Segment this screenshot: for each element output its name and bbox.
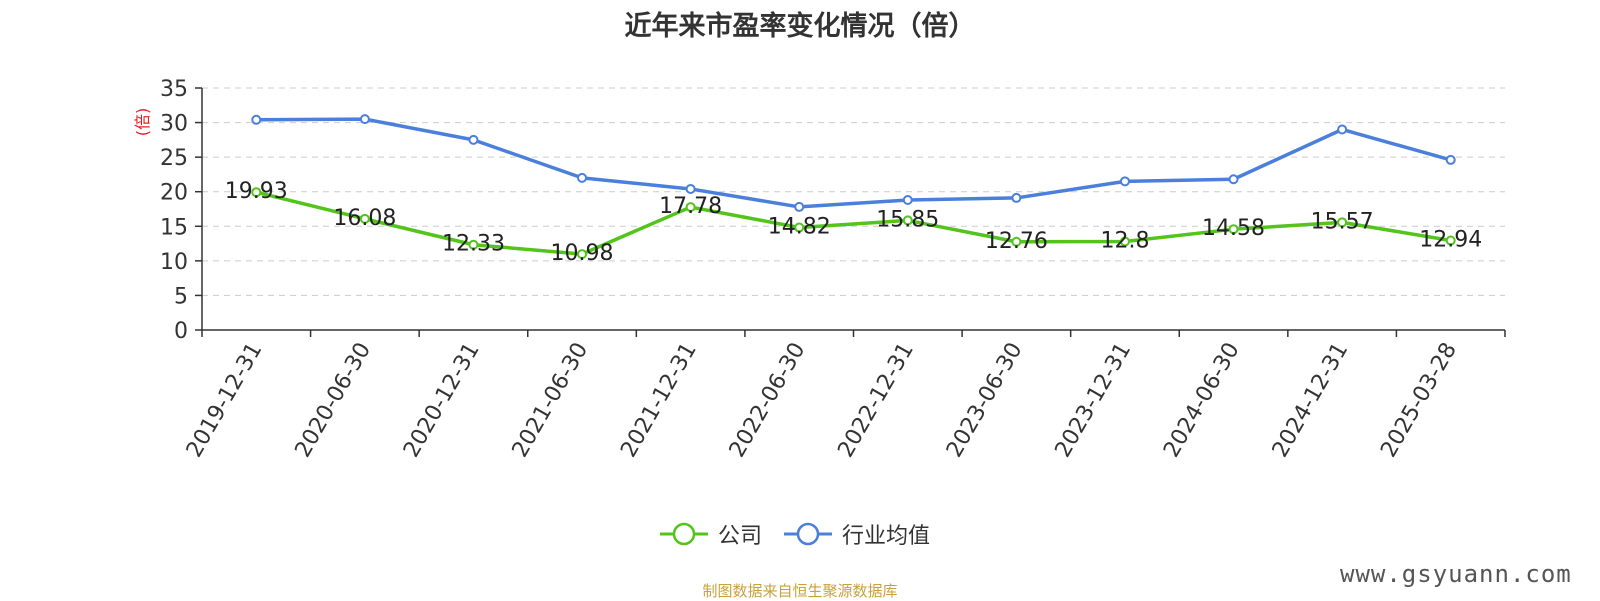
data-point-company — [1011, 236, 1022, 247]
x-tick-label: 2019-12-31 — [182, 339, 268, 462]
data-point-company — [468, 239, 479, 250]
data-label: 15.57 — [1311, 209, 1374, 234]
data-point-industry-average — [902, 195, 913, 206]
x-tick-label: 2023-12-31 — [1051, 339, 1137, 462]
watermark: www.gsyuann.com — [1340, 560, 1572, 588]
y-tick-label: 35 — [160, 77, 188, 102]
data-point-industry-average — [1011, 192, 1022, 203]
data-label: 12.94 — [1419, 228, 1482, 253]
data-point-industry-average — [685, 183, 696, 194]
data-point-company — [359, 213, 370, 224]
data-point-industry-average — [794, 201, 805, 212]
legend-company-symbol-icon — [660, 522, 708, 546]
x-tick-label: 2024-12-31 — [1268, 339, 1354, 462]
y-tick-label: 0 — [174, 319, 188, 344]
series-line-industry-average — [256, 117, 1452, 209]
legend-item-industry-average[interactable]: 行业均值 — [784, 518, 930, 550]
data-point-company — [251, 187, 262, 198]
y-tick-label: 15 — [160, 215, 188, 240]
data-label: 12.8 — [1100, 228, 1149, 253]
data-label: 15.85 — [876, 207, 939, 232]
data-point-industry-average — [1228, 174, 1239, 185]
data-source-note: 制图数据来自恒生聚源数据库 — [702, 582, 898, 600]
data-label: 14.82 — [768, 215, 831, 240]
y-tick-label: 10 — [160, 250, 188, 275]
x-tick-label: 2020-06-30 — [290, 339, 376, 462]
data-point-company — [577, 249, 588, 260]
data-label: 17.78 — [659, 194, 722, 219]
data-point-company — [1445, 235, 1456, 246]
data-point-company — [794, 222, 805, 233]
y-axis-label: (倍) — [133, 108, 152, 137]
y-tick-label: 30 — [160, 112, 188, 137]
x-tick-label: 2021-06-30 — [508, 339, 594, 462]
data-label: 14.58 — [1202, 216, 1265, 241]
x-tick-label: 2023-06-30 — [942, 339, 1028, 462]
x-tick-label: 2025-03-28 — [1376, 339, 1462, 462]
data-label: 19.93 — [225, 179, 288, 204]
data-point-industry-average — [359, 114, 370, 125]
data-point-industry-average — [1119, 176, 1130, 187]
data-point-company — [1119, 236, 1130, 247]
data-point-industry-average — [251, 114, 262, 125]
data-point-company — [685, 202, 696, 213]
legend-item-company[interactable]: 公司 — [660, 518, 762, 550]
x-tick-label: 2024-06-30 — [1159, 339, 1245, 462]
y-tick-label: 25 — [160, 146, 188, 171]
series-line-company — [255, 190, 1451, 256]
legend-industry-label: 行业均值 — [842, 524, 931, 549]
chart-title: 近年来市盈率变化情况（倍） — [624, 11, 976, 42]
data-point-company — [1228, 224, 1239, 235]
data-point-industry-average — [577, 172, 588, 183]
data-label: 10.98 — [551, 241, 614, 266]
x-tick-label: 2022-06-30 — [725, 339, 811, 462]
x-tick-label: 2020-12-31 — [399, 339, 485, 462]
data-point-industry-average — [468, 134, 479, 145]
data-label: 12.33 — [442, 232, 505, 257]
y-tick-label: 5 — [174, 284, 188, 309]
y-tick-label: 20 — [160, 181, 188, 206]
data-point-industry-average — [1445, 154, 1456, 165]
data-point-industry-average — [1337, 124, 1348, 135]
legend-company-label: 公司 — [718, 524, 763, 549]
x-tick-label: 2022-12-31 — [833, 339, 919, 462]
legend-industry-symbol-icon — [784, 522, 833, 546]
data-label: 12.76 — [985, 229, 1048, 254]
legend: 公司 行业均值 — [660, 518, 930, 550]
data-label: 16.08 — [333, 206, 396, 231]
data-point-company — [902, 215, 913, 226]
data-point-company — [1337, 217, 1348, 228]
x-tick-label: 2021-12-31 — [616, 339, 702, 462]
